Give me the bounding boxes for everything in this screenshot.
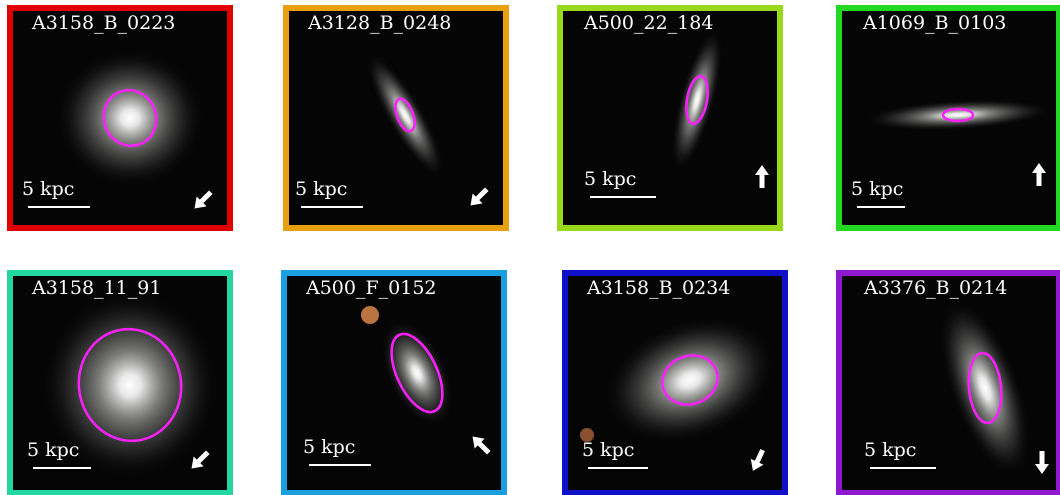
galaxy — [365, 51, 445, 178]
direction-arrow — [1032, 163, 1046, 186]
galaxy — [380, 318, 454, 428]
aperture-ellipse — [661, 354, 719, 406]
panel-border — [836, 5, 1060, 231]
galaxy-panel: A500_F_0152 5 kpc — [281, 270, 507, 495]
star — [361, 306, 379, 324]
galaxy-label: A1069_B_0103 — [862, 12, 1006, 34]
galaxy — [602, 315, 778, 445]
scale-label: 5 kpc — [864, 439, 916, 461]
panel-border — [281, 270, 507, 495]
galaxy-panel: A3158_B_0234 5 kpc — [562, 270, 788, 495]
panel-border — [7, 5, 233, 231]
galaxy-label: A3128_B_0248 — [307, 12, 451, 34]
scale-label: 5 kpc — [295, 178, 347, 200]
aperture-ellipse — [102, 88, 158, 148]
panel-border — [7, 270, 233, 495]
background — [557, 5, 783, 231]
galaxy-panel: A3376_B_0214 5 kpc — [836, 270, 1060, 495]
aperture-ellipse — [685, 75, 709, 125]
panel-border — [283, 5, 509, 231]
galaxy-panel: A3128_B_0248 5 kpc — [283, 5, 509, 231]
galaxy — [40, 290, 220, 480]
galaxy-label: A3158_11_91 — [31, 277, 161, 299]
scale-label: 5 kpc — [22, 178, 74, 200]
galaxy-panel: A500_22_184 5 kpc — [557, 5, 783, 231]
aperture-ellipse — [390, 332, 444, 414]
galaxy-panel: A1069_B_0103 5 kpc — [836, 5, 1060, 231]
panel-border — [836, 270, 1060, 495]
galaxy-label: A500_22_184 — [583, 12, 713, 34]
aperture-ellipse — [967, 351, 1003, 425]
star — [580, 428, 594, 442]
galaxy — [55, 48, 205, 188]
direction-arrow — [191, 450, 210, 469]
aperture-ellipse — [394, 97, 416, 133]
galaxy-label: A500_F_0152 — [305, 277, 437, 299]
scale-label: 5 kpc — [584, 168, 636, 190]
galaxy-panel: A3158_B_0223 5 kpc — [7, 5, 233, 231]
galaxy-label: A3158_B_0223 — [31, 12, 175, 34]
galaxy — [863, 99, 1053, 131]
aperture-ellipse — [77, 327, 183, 443]
scale-label: 5 kpc — [303, 436, 355, 458]
galaxy — [670, 27, 724, 173]
panel-border — [562, 270, 788, 495]
direction-arrow — [472, 436, 491, 455]
galaxy-label: A3376_B_0214 — [863, 277, 1007, 299]
scale-label: 5 kpc — [582, 439, 634, 461]
direction-arrow — [470, 187, 489, 206]
direction-arrow — [750, 448, 765, 471]
galaxy-label: A3158_B_0234 — [586, 277, 730, 299]
panel-border — [557, 5, 783, 231]
scale-label: 5 kpc — [851, 178, 903, 200]
direction-arrow — [1035, 451, 1049, 474]
aperture-ellipse — [941, 107, 975, 123]
direction-arrow — [194, 190, 213, 209]
scale-label: 5 kpc — [27, 439, 79, 461]
direction-arrow — [755, 165, 769, 188]
galaxy — [938, 297, 1032, 479]
galaxy-panel: A3158_11_91 5 kpc — [7, 270, 233, 495]
